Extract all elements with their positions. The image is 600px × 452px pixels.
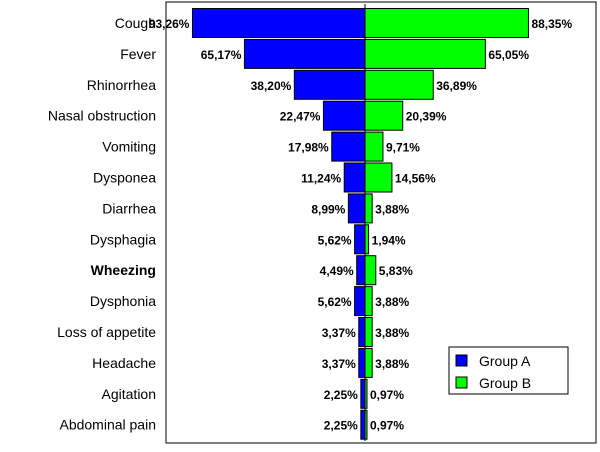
bar-group-b-vomiting: [364, 131, 384, 162]
value-label-group-b-rhinorrhea: 36,89%: [436, 79, 477, 93]
category-label-diarrhea: Diarrhea: [102, 200, 156, 216]
value-label-group-b-dysphonia: 3,88%: [375, 295, 409, 309]
category-label-cough: Cough: [115, 15, 156, 31]
bar-group-a-fever: [243, 38, 366, 69]
bar-group-a-wheezing: [356, 255, 366, 286]
category-label-loss-of-appetite: Loss of appetite: [57, 324, 156, 340]
bar-group-b-dysphonia: [364, 286, 373, 317]
category-label-agitation: Agitation: [102, 386, 156, 402]
value-label-group-b-fever: 65,05%: [488, 48, 529, 62]
legend-swatch-group-b: [455, 376, 468, 389]
bar-group-b-rhinorrhea: [364, 69, 434, 100]
bar-group-a-diarrhea: [347, 193, 366, 224]
value-label-group-b-dysponea: 14,56%: [395, 172, 436, 186]
bar-group-a-loss-of-appetite: [358, 317, 366, 347]
category-label-headache: Headache: [92, 355, 156, 371]
category-label-rhinorrhea: Rhinorrhea: [87, 77, 156, 93]
value-label-group-a-rhinorrhea: 38,20%: [251, 79, 292, 93]
legend-box: [448, 346, 569, 395]
value-label-group-a-fever: 65,17%: [201, 48, 242, 62]
category-label-dysponea: Dysponea: [93, 170, 156, 186]
legend-label-group-b: Group B: [479, 375, 531, 391]
value-label-group-a-headache: 3,37%: [322, 357, 356, 371]
bar-group-a-abdominal-pain: [360, 409, 366, 440]
value-label-group-b-loss-of-appetite: 3,88%: [375, 326, 409, 340]
value-label-group-b-dysphagia: 1,94%: [372, 233, 406, 247]
bar-group-a-dysphagia: [354, 224, 366, 255]
bar-group-b-dysphagia: [364, 224, 370, 255]
bar-group-a-dysponea: [343, 162, 366, 193]
value-label-group-b-diarrhea: 3,88%: [375, 202, 409, 216]
legend: Group A Group B: [448, 346, 569, 395]
value-label-group-a-dysponea: 11,24%: [301, 172, 341, 186]
category-label-nasal-obstruction: Nasal obstruction: [48, 108, 156, 124]
legend-label-group-a: Group A: [479, 353, 531, 369]
value-label-group-b-cough: 88,35%: [531, 17, 572, 31]
bar-group-b-loss-of-appetite: [364, 317, 373, 347]
bar-group-a-agitation: [360, 378, 366, 409]
value-label-group-a-wheezing: 4,49%: [320, 264, 354, 278]
value-label-group-a-dysphagia: 5,62%: [318, 233, 352, 247]
bar-group-b-headache: [364, 347, 373, 378]
bar-group-a-cough: [191, 8, 366, 38]
bar-group-a-nasal-obstruction: [322, 100, 366, 131]
value-label-group-b-vomiting: 9,71%: [386, 141, 420, 155]
value-label-group-a-vomiting: 17,98%: [288, 141, 329, 155]
value-label-group-a-dysphonia: 5,62%: [318, 295, 352, 309]
value-label-group-b-headache: 3,88%: [375, 357, 409, 371]
bar-group-b-wheezing: [364, 255, 377, 286]
value-labels: 93,26% 88,35% 65,17% 65,05% 38,20% 36,89% 22,4…: [149, 17, 573, 433]
bar-group-a-rhinorrhea: [293, 69, 366, 100]
legend-swatch-group-a: [455, 354, 468, 367]
value-label-group-b-abdominal-pain: 0,97%: [370, 419, 404, 433]
bar-group-b-nasal-obstruction: [364, 100, 404, 131]
category-label-dysphonia: Dysphonia: [90, 293, 156, 309]
bar-group-b-cough: [364, 8, 529, 38]
value-label-group-a-nasal-obstruction: 22,47%: [280, 110, 321, 124]
bar-group-a-vomiting: [331, 131, 366, 162]
value-label-group-b-nasal-obstruction: 20,39%: [406, 110, 447, 124]
value-label-group-a-cough: 93,26%: [149, 17, 190, 31]
bar-group-a-headache: [358, 347, 366, 378]
value-label-group-a-diarrhea: 8,99%: [311, 202, 345, 216]
bar-group-a-dysphonia: [354, 286, 366, 317]
category-label-dysphagia: Dysphagia: [90, 231, 156, 247]
value-label-group-a-abdominal-pain: 2,25%: [324, 419, 358, 433]
bar-group-b-diarrhea: [364, 193, 373, 224]
value-label-group-b-agitation: 0,97%: [370, 388, 404, 402]
category-label-abdominal-pain: Abdominal pain: [59, 417, 156, 433]
bar-group-b-fever: [364, 38, 486, 69]
value-label-group-a-agitation: 2,25%: [324, 388, 358, 402]
category-label-wheezing: Wheezing: [91, 262, 156, 278]
category-label-vomiting: Vomiting: [102, 139, 156, 155]
bars: [191, 8, 529, 440]
value-label-group-a-loss-of-appetite: 3,37%: [322, 326, 356, 340]
bar-group-b-dysponea: [364, 162, 393, 193]
value-label-group-b-wheezing: 5,83%: [379, 264, 413, 278]
category-labels: Cough Fever Rhinorrhea Nasal obstruction Vom…: [48, 15, 156, 433]
category-label-fever: Fever: [120, 46, 156, 62]
